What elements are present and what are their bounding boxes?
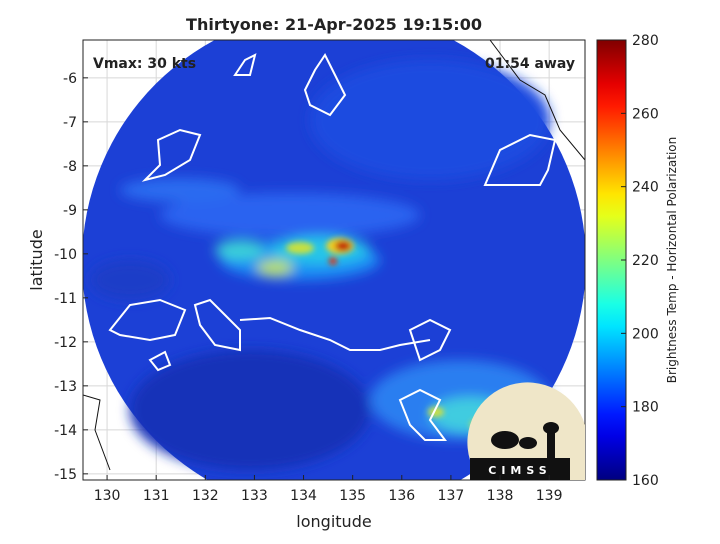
colorbar-tick-label: 240 [632,180,659,196]
y-tick-label: -12 [54,335,77,351]
plot-frame [82,39,586,481]
y-tick-label: -14 [54,423,77,439]
y-tick-label: -7 [63,115,77,131]
x-tick-label: 139 [536,488,563,504]
x-axis-label: longitude [296,512,371,531]
colorbar-tick-label: 200 [632,326,659,342]
y-tick-label: -6 [63,71,77,87]
x-tick-label: 135 [339,488,366,504]
colorbar-tick-label: 260 [632,106,659,122]
colorbar-tick-label: 220 [632,253,659,269]
colorbar-tick-label: 180 [632,400,659,416]
x-tick-label: 133 [241,488,268,504]
y-tick-label: -9 [63,203,77,219]
y-axis-label: latitude [27,229,46,290]
x-tick-label: 132 [192,488,219,504]
annotation: 01:54 away [485,56,575,72]
x-tick-label: 136 [388,488,415,504]
colorbar-tick-label: 280 [632,33,659,49]
x-tick-label: 134 [290,488,317,504]
x-tick-label: 137 [438,488,465,504]
coastlines [83,40,585,471]
x-tick-label: 138 [487,488,514,504]
x-tick-label: 131 [143,488,170,504]
logo: CIMSS [467,382,585,480]
chart-title: Thirtyone: 21-Apr-2025 19:15:00 [186,15,482,34]
x-tick-label: 130 [94,488,121,504]
colorbar-label: Brightness Temp - Horizontal Polarizatio… [665,137,679,384]
y-tick-label: -8 [63,159,77,175]
y-tick-label: -13 [54,379,77,395]
colorbar-tick-label: 160 [632,473,659,489]
logo-text: CIMSS [488,464,551,477]
y-tick-label: -11 [54,291,77,307]
annotation: Vmax: 30 kts [93,56,196,72]
y-tick-label: -15 [54,467,77,483]
y-tick-label: -10 [54,247,77,263]
